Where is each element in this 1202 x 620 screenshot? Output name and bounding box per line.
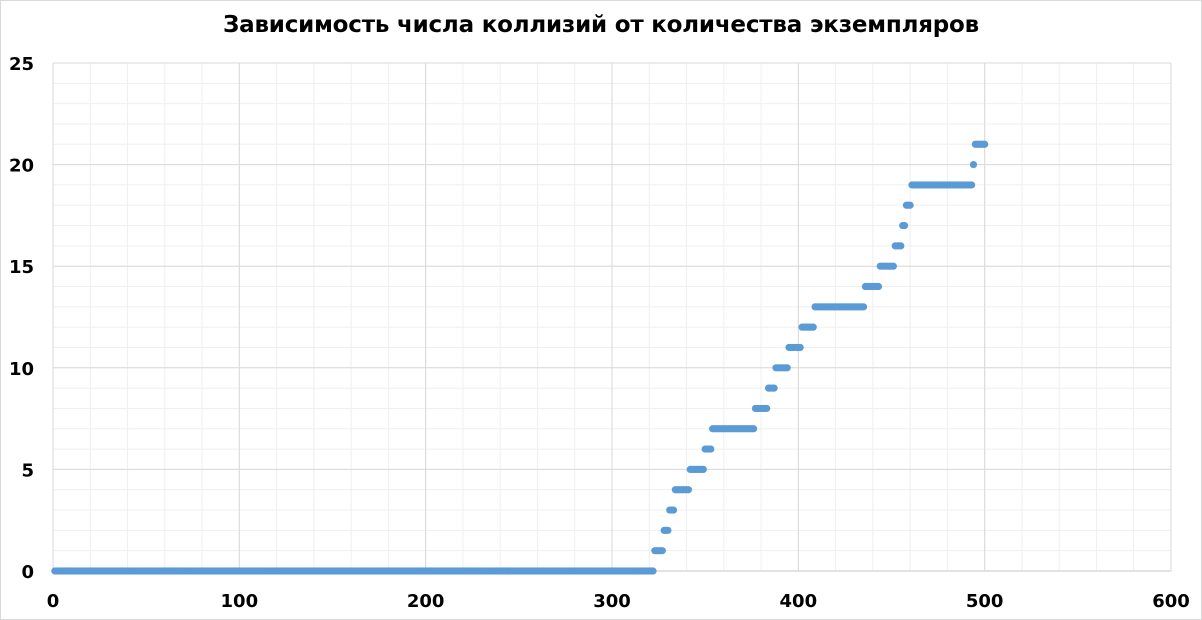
data-point bbox=[664, 526, 672, 534]
y-tick-label: 25 bbox=[9, 54, 34, 75]
data-point bbox=[684, 486, 692, 494]
data-point bbox=[889, 262, 897, 270]
grid-major bbox=[52, 62, 1172, 572]
x-tick-label: 600 bbox=[1152, 591, 1190, 612]
y-tick-label: 20 bbox=[9, 156, 34, 177]
data-point bbox=[796, 343, 804, 352]
data-point bbox=[763, 404, 771, 413]
y-tick-label: 10 bbox=[9, 359, 34, 380]
data-point bbox=[699, 465, 707, 473]
data-point bbox=[809, 323, 817, 331]
data-point bbox=[969, 161, 978, 169]
x-tick-labels: 0 100 200 300 400 500 600 bbox=[47, 591, 1190, 612]
data-point bbox=[649, 567, 657, 575]
data-point bbox=[906, 201, 914, 209]
data-point bbox=[658, 547, 666, 555]
data-point bbox=[968, 181, 976, 189]
x-tick-label: 0 bbox=[47, 591, 60, 612]
data-point bbox=[859, 303, 868, 311]
y-tick-label: 5 bbox=[21, 460, 34, 481]
data-point bbox=[783, 364, 791, 372]
data-point bbox=[981, 140, 989, 148]
data-point bbox=[900, 221, 909, 230]
data-point bbox=[669, 506, 678, 514]
data-point bbox=[750, 425, 758, 433]
chart-title: Зависимость числа коллизий от количества… bbox=[222, 12, 979, 38]
y-tick-label: 0 bbox=[21, 562, 34, 583]
x-tick-label: 400 bbox=[780, 591, 818, 612]
data-point bbox=[897, 242, 905, 250]
x-tick-label: 200 bbox=[407, 591, 445, 612]
x-tick-label: 500 bbox=[966, 591, 1004, 612]
x-tick-label: 300 bbox=[593, 591, 631, 612]
data-point bbox=[874, 282, 883, 291]
data-point bbox=[707, 445, 715, 453]
data-points bbox=[51, 140, 989, 575]
y-tick-label: 15 bbox=[9, 257, 34, 278]
y-tick-labels: 0 5 10 15 20 25 bbox=[9, 54, 34, 583]
x-tick-label: 100 bbox=[221, 591, 259, 612]
data-point bbox=[770, 384, 778, 392]
